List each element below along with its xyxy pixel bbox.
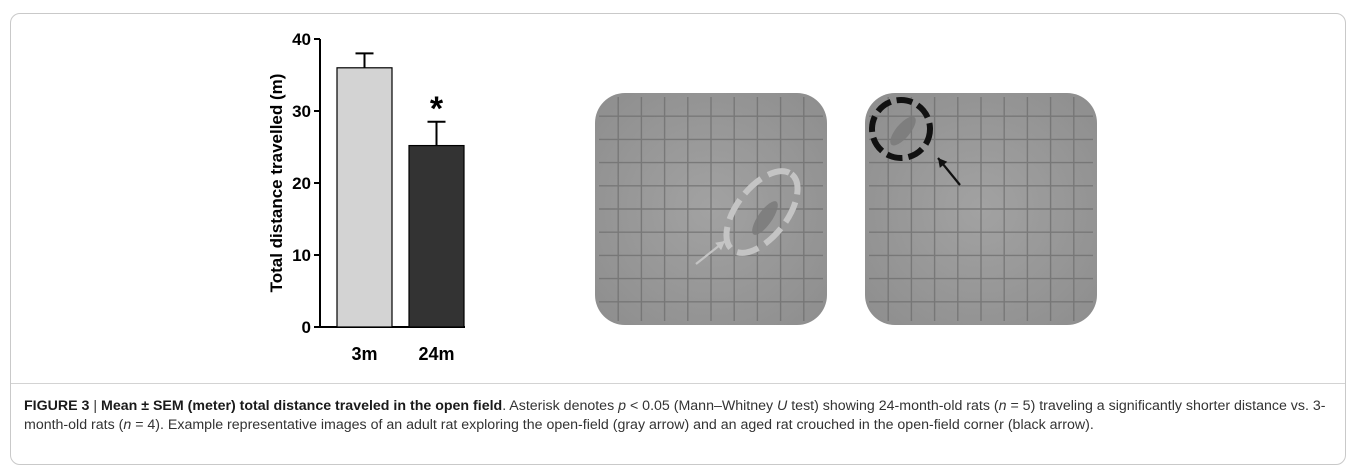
bar-chart: Total distance travelled (m) 0 10 20 30 40 3m 2… xyxy=(267,30,465,364)
arena-grid xyxy=(869,97,1093,321)
caption-text-1: . Asterisk denotes xyxy=(502,398,619,414)
arrow-head xyxy=(938,158,948,168)
rat-silhouette xyxy=(890,116,916,146)
caption-n1: n xyxy=(998,398,1007,414)
caption-n2: n xyxy=(123,417,132,433)
adult-rat-open-field-photo xyxy=(595,93,827,325)
caption-p: p xyxy=(618,398,627,414)
x-tick-label: 24m xyxy=(418,344,454,364)
y-tick-label: 20 xyxy=(292,174,311,193)
arena-grid xyxy=(599,97,823,321)
rat-silhouette xyxy=(752,201,778,235)
caption-separator: | xyxy=(89,398,102,414)
y-tick-label: 40 xyxy=(292,30,311,49)
figure-label: FIGURE 3 xyxy=(24,398,90,414)
caption-u: U xyxy=(777,398,788,414)
figure-caption: FIGURE 3 | Mean ± SEM (meter) total dist… xyxy=(24,397,1334,435)
y-tick-label: 0 xyxy=(302,318,311,337)
y-axis-label: Total distance travelled (m) xyxy=(267,74,286,293)
y-tick-label: 30 xyxy=(292,102,311,121)
caption-text-2: < 0.05 (Mann–Whitney xyxy=(626,398,778,414)
arrow-head xyxy=(715,241,725,251)
bar-24m xyxy=(408,144,465,328)
y-tick-label: 10 xyxy=(292,246,311,265)
caption-text-5: = 4). Example representative images of a… xyxy=(131,417,1094,433)
x-tick-label: 3m xyxy=(351,344,377,364)
significance-asterisk: * xyxy=(430,90,444,128)
caption-text-4: = 5) traveling a significantly shorter d… xyxy=(24,398,1326,433)
caption-text-3: test) showing 24-month-old rats ( xyxy=(787,398,999,414)
figure-title: Mean ± SEM (meter) total distance travel… xyxy=(101,398,503,414)
highlight-circle xyxy=(723,168,801,256)
aged-rat-open-field-photo xyxy=(865,93,1097,325)
caption-divider xyxy=(11,383,1345,384)
bar-3m xyxy=(336,67,393,328)
highlight-circle xyxy=(869,97,933,161)
